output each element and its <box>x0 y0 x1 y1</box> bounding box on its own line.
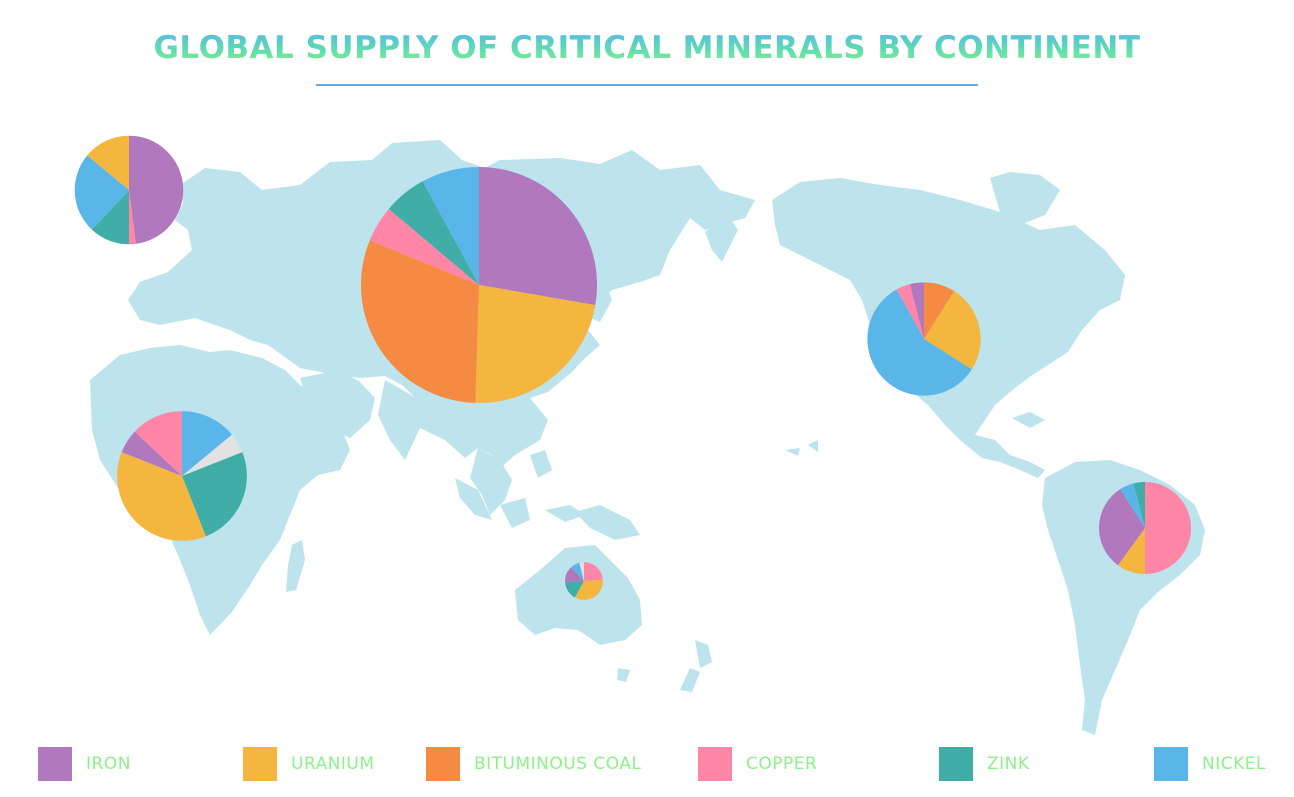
legend-label-zink: ZINK <box>987 754 1030 774</box>
pie-slice-south-america-zink <box>1133 481 1145 528</box>
pie-slice-asia-nickel <box>422 167 479 285</box>
pie-slice-north-america-copper <box>896 284 924 339</box>
land-south-asia <box>378 380 548 470</box>
land-central-america <box>960 435 1045 478</box>
legend-label-bituminous-coal: BITUMINOUS COAL <box>474 754 642 774</box>
pie-slice-asia-copper <box>369 208 479 285</box>
land-greenland <box>990 172 1060 225</box>
legend-label-iron: IRON <box>86 754 131 774</box>
pie-charts-layer <box>74 135 1192 600</box>
pie-slice-europe-uranium <box>87 135 129 190</box>
legend-swatch-copper <box>698 747 732 781</box>
pie-slice-africa-copper <box>134 411 182 476</box>
legend-item-uranium: URANIUM <box>243 747 375 781</box>
land-indonesia-3 <box>545 505 585 522</box>
land-new-zealand-s <box>680 668 700 692</box>
legend-swatch-nickel <box>1154 747 1188 781</box>
pie-slice-south-america-copper <box>1145 481 1192 575</box>
pie-slice-north-america-iron <box>909 282 924 339</box>
land-indonesia-4 <box>530 450 552 478</box>
pie-slice-africa-nickel <box>182 411 233 476</box>
pie-slice-asia-bituminous-coal <box>361 240 479 403</box>
pie-australia <box>565 562 603 600</box>
pie-slice-europe-zink <box>91 190 129 245</box>
legend-item-copper: COPPER <box>698 747 817 781</box>
world-map-land <box>90 140 1205 735</box>
land-hawaii-2 <box>808 440 818 452</box>
pie-slice-australia-iron <box>565 567 584 583</box>
land-caribbean <box>1012 412 1045 428</box>
legend-label-nickel: NICKEL <box>1202 754 1266 774</box>
legend-item-zink: ZINK <box>939 747 1030 781</box>
land-kamchatka <box>705 215 738 262</box>
land-tasmania <box>617 668 630 682</box>
pie-slice-europe-iron <box>129 135 184 244</box>
pie-slice-australia-other <box>579 562 584 581</box>
chart-title: GLOBAL SUPPLY OF CRITICAL MINERALS BY CO… <box>0 30 1294 66</box>
land-new-zealand-n <box>695 640 712 668</box>
pie-slice-europe-copper <box>129 190 136 245</box>
pie-slice-south-america-uranium <box>1117 528 1145 575</box>
pie-north-america <box>867 282 981 396</box>
land-indochina <box>470 448 512 515</box>
legend-item-iron: IRON <box>38 747 131 781</box>
legend-swatch-zink <box>939 747 973 781</box>
pie-africa <box>117 411 247 541</box>
legend-swatch-bituminous-coal <box>426 747 460 781</box>
pie-slice-australia-uranium <box>574 579 603 600</box>
pie-slice-south-america-nickel <box>1120 483 1145 528</box>
legend-label-copper: COPPER <box>746 754 818 774</box>
legend-swatch-iron <box>38 747 72 781</box>
pie-slice-australia-copper <box>584 562 603 581</box>
land-hawaii-1 <box>785 448 800 456</box>
pie-slice-australia-zink <box>565 581 584 598</box>
pie-slice-africa-zink <box>182 452 247 537</box>
pie-slice-north-america-nickel <box>867 289 972 396</box>
land-madagascar <box>286 540 305 592</box>
pie-slice-asia-zink <box>388 181 479 285</box>
pie-slice-europe-nickel <box>74 155 129 230</box>
pie-slice-asia-uranium <box>475 285 596 403</box>
land-arabia <box>300 370 375 438</box>
legend-label-uranium: URANIUM <box>291 754 375 774</box>
pie-slice-south-america-iron <box>1098 489 1145 566</box>
legend-item-bituminous-coal: BITUMINOUS COAL <box>426 747 641 781</box>
pie-asia <box>361 167 598 403</box>
pie-slice-asia-iron <box>479 167 598 306</box>
pie-south-america <box>1098 481 1192 575</box>
pie-slice-africa-other <box>182 434 243 476</box>
pie-slice-australia-nickel <box>571 562 584 581</box>
pie-slice-north-america-bituminous-coal <box>924 282 955 339</box>
legend-item-nickel: NICKEL <box>1154 747 1266 781</box>
legend-swatch-uranium <box>243 747 277 781</box>
land-indonesia-2 <box>500 498 530 528</box>
title-underline <box>316 84 978 86</box>
pie-slice-africa-iron <box>121 431 182 476</box>
pie-slice-north-america-uranium <box>924 291 981 370</box>
pie-slice-africa-uranium <box>117 452 206 541</box>
pie-europe <box>74 135 184 245</box>
land-indonesia-1 <box>455 478 492 520</box>
land-new-guinea <box>575 505 640 540</box>
